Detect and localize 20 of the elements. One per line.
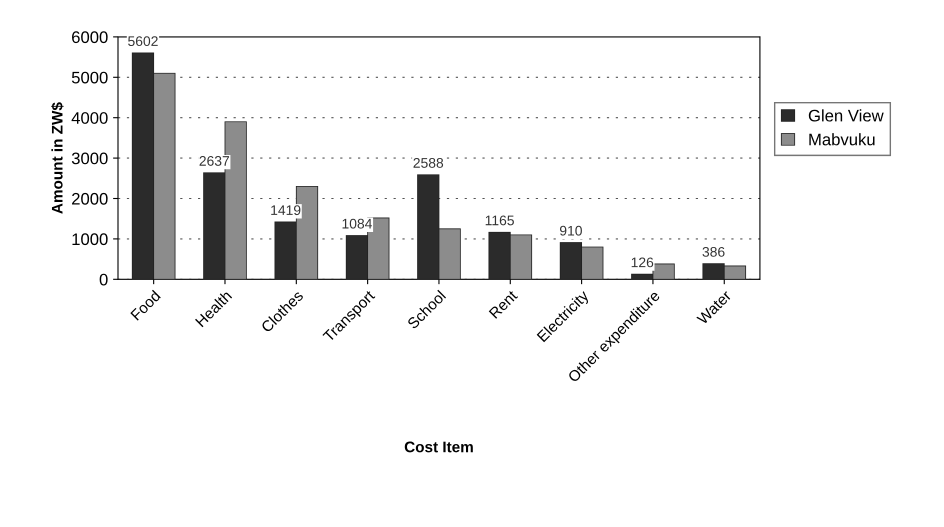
y-tick-label: 2000 — [72, 192, 108, 205]
legend-label: Mabvuku — [809, 133, 875, 146]
data-label: 2637 — [200, 156, 230, 166]
y-tick-label: 5000 — [72, 72, 108, 84]
y-tick-label: 0 — [100, 274, 108, 286]
y-tick-label: 3000 — [72, 152, 108, 164]
data-label: 1165 — [486, 215, 514, 226]
data-label: 1084 — [342, 218, 372, 229]
data-label: 1419 — [271, 205, 300, 216]
legend-label: Glen View — [808, 109, 884, 122]
data-label: 5602 — [128, 36, 158, 46]
y-tick-label: 6000 — [72, 31, 108, 44]
data-label: 386 — [702, 246, 725, 257]
y-tick-label: 1000 — [72, 233, 108, 246]
y-tick-label: 4000 — [72, 112, 108, 124]
data-label: 126 — [632, 257, 654, 268]
data-label: 910 — [560, 226, 582, 236]
x-axis-title: Cost Item — [404, 442, 473, 452]
data-label: 2588 — [414, 158, 444, 168]
y-axis-title: Amount in ZW$ — [51, 102, 64, 214]
